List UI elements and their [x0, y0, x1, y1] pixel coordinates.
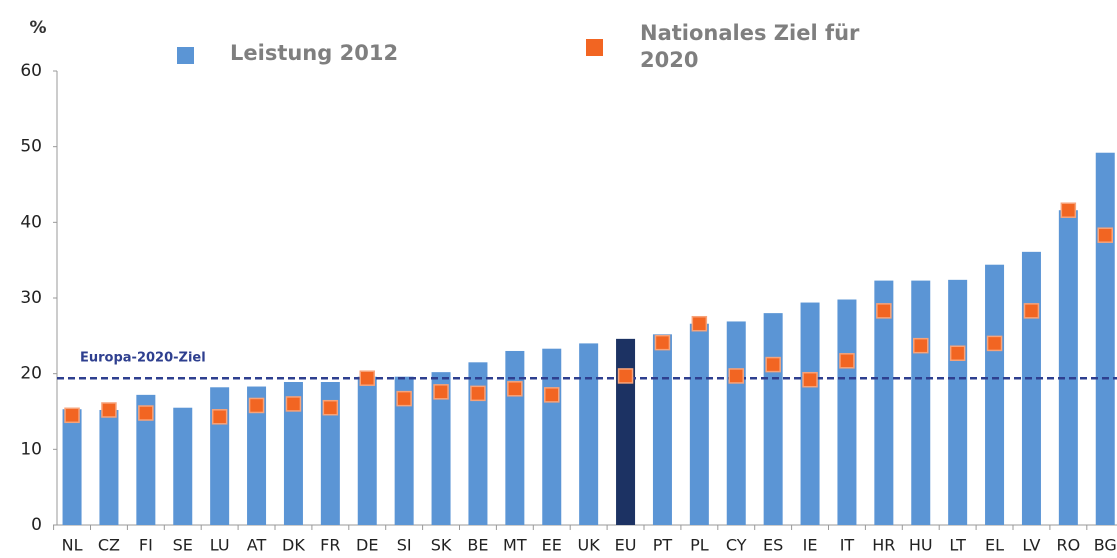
x-tick-label: MT — [503, 536, 527, 555]
target-marker — [691, 315, 708, 332]
target-marker — [507, 381, 523, 397]
bar — [394, 376, 414, 525]
x-tick-label: SI — [397, 536, 412, 555]
x-tick-label: UK — [578, 536, 601, 555]
y-tick-label: 20 — [20, 364, 42, 384]
x-tick-label: ES — [763, 536, 783, 555]
x-tick-label: PL — [690, 536, 709, 555]
bar — [357, 376, 377, 525]
x-tick-label: CY — [726, 536, 747, 555]
target-marker — [396, 390, 412, 407]
x-tick-label: EE — [542, 536, 562, 555]
x-tick-label: DE — [356, 536, 378, 555]
y-tick-label: 50 — [20, 137, 42, 157]
bar — [320, 381, 340, 525]
x-tick-label: LV — [1022, 536, 1040, 555]
y-tick-label: 0 — [31, 515, 42, 535]
x-tick-label: IE — [803, 536, 818, 555]
bar — [247, 386, 267, 525]
target-marker — [211, 409, 228, 425]
bar — [1058, 210, 1078, 525]
target-marker — [64, 407, 80, 424]
bar — [874, 280, 894, 525]
target-marker — [544, 387, 560, 403]
x-tick-label: NL — [62, 536, 83, 555]
x-tick-label: FI — [139, 536, 153, 555]
x-tick-label: EU — [615, 536, 637, 555]
bar — [1095, 152, 1115, 525]
bar — [136, 394, 156, 525]
x-tick-label: SK — [431, 536, 452, 555]
legend-swatch — [586, 39, 603, 56]
target-marker — [322, 399, 339, 416]
target-marker — [654, 334, 671, 351]
bar — [579, 343, 599, 525]
bar — [283, 381, 303, 525]
target-marker — [986, 335, 1003, 352]
x-tick-label: AT — [247, 536, 267, 555]
x-tick-label: EL — [985, 536, 1004, 555]
target-marker — [470, 385, 486, 402]
target-marker — [728, 368, 744, 384]
target-marker — [802, 371, 818, 388]
target-marker — [138, 405, 154, 421]
target-marker — [1060, 202, 1077, 218]
target-marker — [101, 402, 117, 418]
bar — [468, 362, 488, 525]
x-tick-label: BE — [467, 536, 488, 555]
x-tick-label: HU — [909, 536, 933, 555]
bar — [652, 334, 672, 525]
bar — [911, 280, 931, 525]
legend-swatch — [177, 47, 194, 64]
target-marker — [913, 337, 929, 354]
target-marker — [433, 384, 449, 400]
bar — [173, 407, 193, 525]
target-marker — [617, 368, 634, 384]
bar — [542, 348, 562, 525]
legend-label: Nationales Ziel für 2020 — [640, 21, 860, 72]
y-tick-label: 60 — [20, 61, 42, 81]
x-tick-label: IT — [840, 536, 855, 555]
target-marker — [248, 397, 265, 414]
target-marker — [765, 356, 781, 373]
bar — [985, 264, 1005, 525]
bar — [1021, 251, 1041, 526]
bar — [837, 299, 857, 525]
x-tick-label: BG — [1094, 536, 1117, 555]
legend-label: Leistung 2012 — [230, 41, 399, 65]
x-tick-label: LU — [210, 536, 230, 555]
bar — [616, 338, 636, 525]
target-marker — [1023, 303, 1040, 319]
bar — [99, 409, 119, 525]
x-tick-label: DK — [282, 536, 305, 555]
bar — [62, 409, 82, 525]
target-marker — [876, 303, 892, 319]
x-tick-label: HR — [872, 536, 895, 555]
y-tick-label: 40 — [20, 212, 42, 232]
bar — [763, 313, 783, 525]
x-tick-label: LT — [949, 536, 966, 555]
y-tick-label: 30 — [20, 288, 42, 308]
bar — [948, 279, 968, 525]
target-marker — [285, 396, 302, 412]
y-axis-label: % — [29, 18, 46, 38]
bar — [726, 321, 746, 525]
bar — [431, 372, 451, 525]
target-marker — [949, 345, 966, 361]
target-marker — [839, 353, 855, 369]
x-tick-label: PT — [653, 536, 673, 555]
x-tick-label: RO — [1056, 536, 1080, 555]
x-tick-label: SE — [173, 536, 193, 555]
x-tick-label: CZ — [98, 536, 120, 555]
bar — [210, 387, 230, 525]
target-marker — [359, 370, 375, 386]
target-marker — [1097, 227, 1113, 243]
x-tick-label: FR — [320, 536, 340, 555]
bar — [800, 302, 820, 525]
bar — [689, 323, 709, 525]
y-tick-label: 10 — [20, 439, 42, 459]
reference-label: Europa-2020-Ziel — [80, 351, 206, 366]
